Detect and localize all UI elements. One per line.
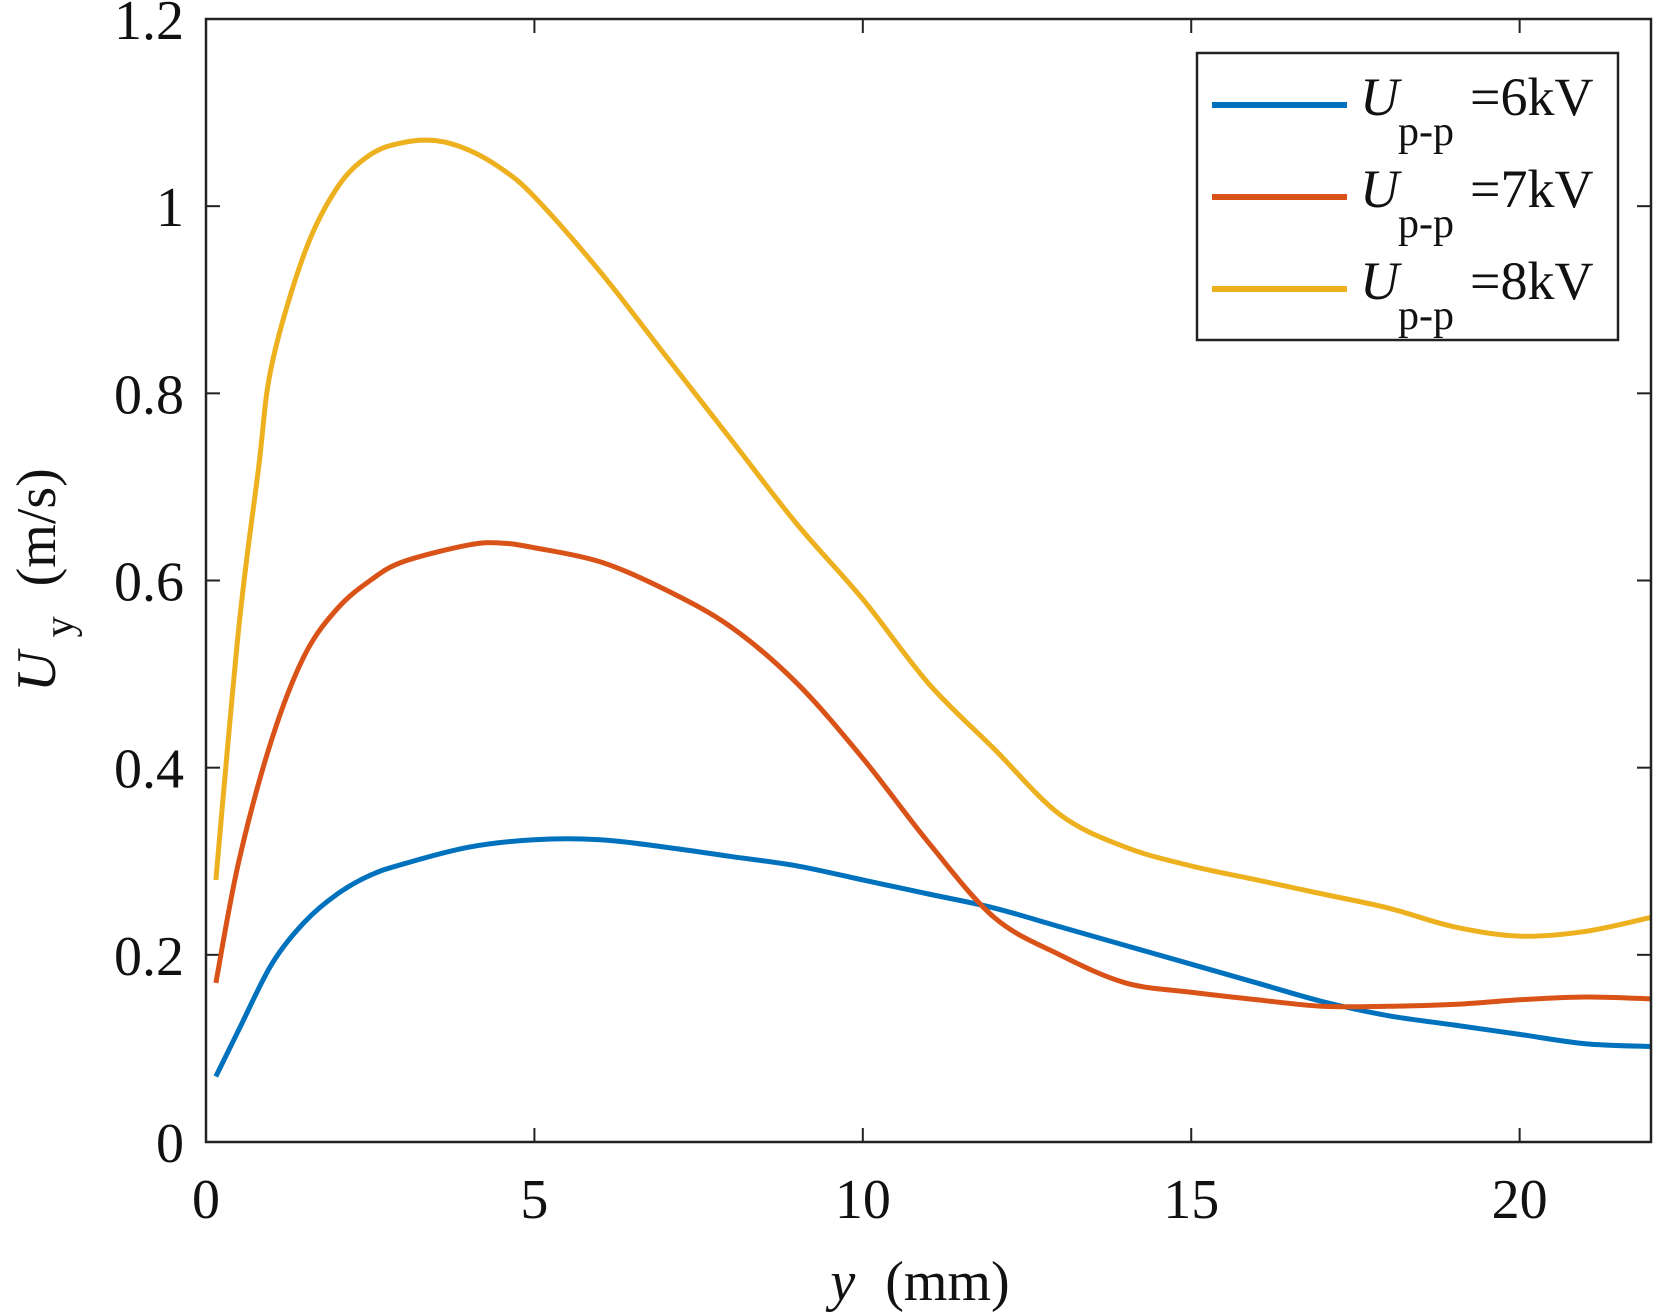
legend-entry: Up-p =6kV <box>1212 67 1593 155</box>
y-tick-label: 1 <box>156 177 184 239</box>
legend-sub: p-p <box>1398 109 1454 155</box>
legend-value: =6kV <box>1470 67 1593 127</box>
legend-entry: Up-p =7kV <box>1212 159 1593 247</box>
legend: Up-p =6kV Up-p =7kV Up-p =8kV <box>1195 51 1620 342</box>
x-tick-label: 10 <box>835 1169 891 1231</box>
y-tick-label: 0 <box>156 1113 184 1175</box>
x-tick-label: 5 <box>520 1169 548 1231</box>
legend-sub: p-p <box>1398 201 1454 247</box>
y-axis-unit: (m/s) <box>6 468 68 586</box>
y-tick-label: 0.4 <box>114 739 184 801</box>
x-tick-label: 0 <box>192 1169 220 1231</box>
y-axis-sub: y <box>37 616 83 637</box>
legend-var: U <box>1360 251 1402 311</box>
legend-var: U <box>1360 159 1402 219</box>
y-tick-label: 0.2 <box>114 926 184 988</box>
y-tick-label: 1.2 <box>114 0 184 52</box>
x-axis-unit: (mm) <box>885 1251 1009 1313</box>
legend-value: =7kV <box>1470 159 1593 219</box>
x-axis-title: y (mm) <box>825 1251 1009 1313</box>
plot-frame <box>204 17 1653 1144</box>
legend-sub: p-p <box>1398 293 1454 339</box>
y-tick-label: 0.8 <box>114 364 184 426</box>
series-line-6kV <box>213 836 1652 1078</box>
series-line-7kV <box>213 540 1652 1010</box>
y-axis-title: U y (m/s) <box>6 468 86 692</box>
legend-var: U <box>1360 67 1402 127</box>
legend-entry: Up-p =8kV <box>1212 251 1593 339</box>
x-tick-label: 15 <box>1163 1169 1219 1231</box>
x-tick-label: 20 <box>1492 1169 1548 1231</box>
x-axis-var: y <box>825 1251 855 1313</box>
legend-value: =8kV <box>1470 251 1593 311</box>
y-tick-label: 0.6 <box>114 552 184 614</box>
y-axis-var: U <box>6 648 68 692</box>
series-group <box>213 137 1652 1078</box>
series-line-8kV <box>213 137 1652 939</box>
tick-labels: 0 5 10 15 20 0 0.2 0.4 0.6 0.8 1 1.2 <box>114 0 1548 1231</box>
